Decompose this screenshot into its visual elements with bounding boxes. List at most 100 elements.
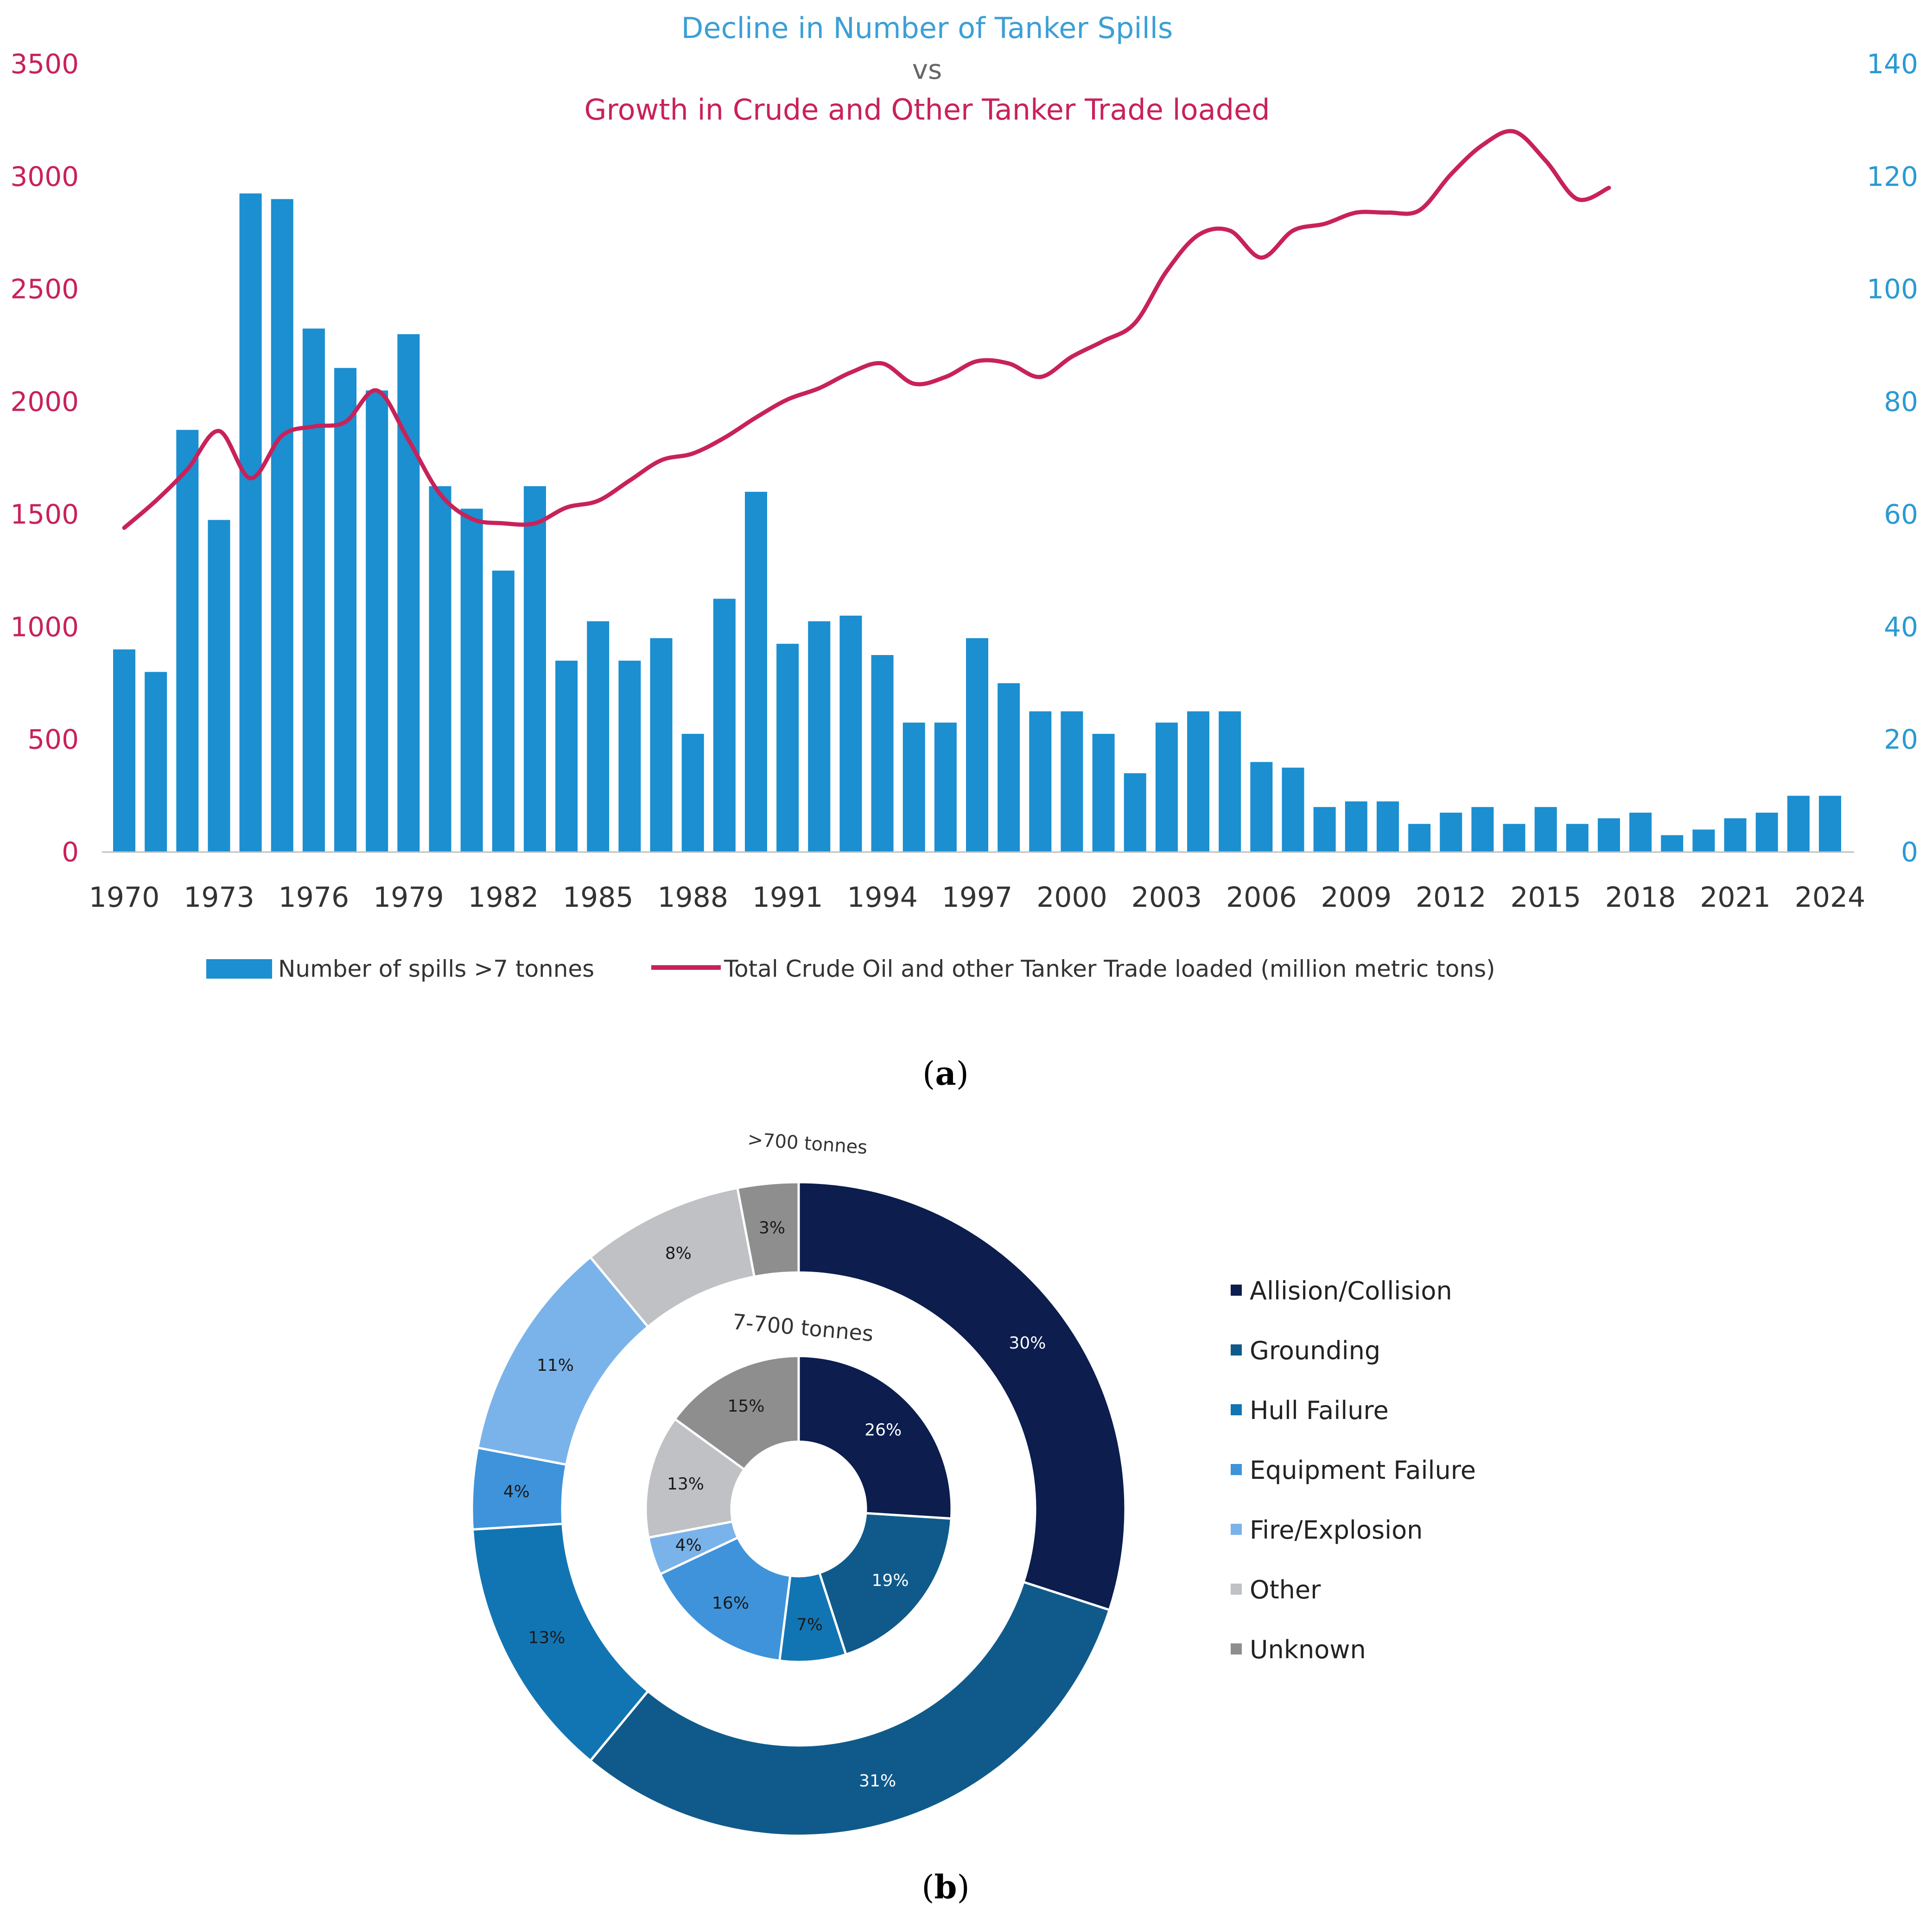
legend-swatch — [1231, 1584, 1242, 1595]
y-left-tick-label: 2000 — [10, 386, 79, 418]
bar-2010 — [1376, 801, 1399, 852]
panel-a-bar-line-chart: Decline in Number of Tanker Spills vs Gr… — [10, 11, 1918, 982]
bar-1992 — [808, 621, 831, 852]
outer-slice-allision-collision — [797, 1181, 1127, 1612]
y-left-tick-label: 500 — [27, 724, 79, 755]
legend-swatch — [1231, 1285, 1242, 1296]
x-tick-label: 2006 — [1226, 881, 1297, 914]
legend-label: Equipment Failure — [1250, 1456, 1476, 1485]
bar-2015 — [1534, 807, 1557, 852]
inner-slice-label: 13% — [667, 1475, 704, 1494]
bar-2013 — [1471, 807, 1494, 852]
inner-slice-equipment-failure — [659, 1536, 792, 1662]
x-tick-label: 2003 — [1131, 881, 1202, 914]
x-tick-label: 1973 — [184, 881, 254, 914]
bar-2006 — [1250, 762, 1273, 852]
bar-2004 — [1187, 711, 1210, 852]
bar-2012 — [1440, 813, 1462, 852]
y-right-tick-label: 120 — [1867, 161, 1918, 192]
y-right-tick-label: 0 — [1901, 836, 1918, 868]
bar-2005 — [1219, 711, 1241, 852]
bar-1991 — [776, 643, 799, 852]
outer-slice-label: 3% — [759, 1218, 785, 1237]
panel-label-a-paren-close: ) — [956, 1055, 969, 1093]
bar-2011 — [1408, 824, 1431, 852]
bar-2002 — [1124, 773, 1146, 852]
bar-2001 — [1092, 734, 1115, 852]
y-left-tick-label: 1000 — [10, 611, 79, 643]
x-tick-label: 2021 — [1700, 881, 1771, 914]
x-tick-label: 2009 — [1321, 881, 1392, 914]
y-right-tick-label: 140 — [1867, 48, 1918, 80]
legend-label-spills: Number of spills >7 tonnes — [278, 955, 594, 982]
inner-slice-label: 16% — [712, 1594, 749, 1613]
y-right-tick-label: 40 — [1884, 611, 1918, 643]
outer-slice-label: 31% — [859, 1771, 896, 1790]
chart-title-line-2: vs — [912, 54, 942, 85]
bar-2014 — [1503, 824, 1525, 852]
bar-1973 — [208, 520, 230, 852]
bar-2007 — [1282, 767, 1304, 852]
bar-1997 — [966, 638, 988, 852]
y-right-tick-label: 80 — [1884, 386, 1918, 418]
outer-slice-unknown — [736, 1181, 800, 1278]
bar-series — [113, 193, 1841, 853]
y-left-tick-label: 1500 — [10, 498, 79, 530]
x-tick-label: 1979 — [373, 881, 444, 914]
bar-2000 — [1061, 711, 1083, 852]
bar-1978 — [366, 390, 388, 852]
bar-1985 — [587, 621, 610, 852]
legend-a: Number of spills >7 tonnes Total Crude O… — [206, 955, 1495, 982]
bar-1970 — [113, 649, 135, 852]
bar-1982 — [492, 570, 515, 852]
bar-2009 — [1345, 801, 1367, 852]
bar-1987 — [650, 638, 673, 852]
bar-1984 — [555, 661, 578, 852]
bar-2017 — [1597, 818, 1620, 852]
bar-2020 — [1692, 829, 1715, 852]
outer-slice-label: 8% — [665, 1244, 692, 1263]
bar-2023 — [1787, 796, 1810, 852]
inner-slice-allision-collision — [797, 1355, 953, 1520]
bar-1995 — [902, 722, 925, 852]
legend-swatch — [1231, 1344, 1242, 1356]
y-left-tick-label: 0 — [62, 836, 79, 868]
legend-label-trade: Total Crude Oil and other Tanker Trade l… — [724, 955, 1495, 982]
panel-label-b-paren-close: ) — [957, 1868, 969, 1906]
bar-1974 — [239, 193, 262, 853]
x-tick-label: 1988 — [657, 881, 728, 914]
legend-label: Allision/Collision — [1250, 1276, 1452, 1305]
inner-slice-label: 4% — [675, 1536, 702, 1555]
inner-slice-label: 26% — [864, 1420, 902, 1439]
outer-slice-label: 13% — [528, 1629, 565, 1648]
bar-1979 — [397, 334, 420, 852]
bar-1986 — [618, 661, 641, 852]
legend-swatch — [1231, 1404, 1242, 1415]
inner-slice-unknown — [673, 1355, 800, 1471]
x-tick-label: 1991 — [752, 881, 823, 914]
bar-2022 — [1755, 813, 1778, 852]
panel-label-a: (a) — [922, 1054, 969, 1093]
legend-swatch-trade — [651, 965, 721, 970]
bar-1990 — [744, 491, 767, 852]
outer-slice-label: 4% — [503, 1482, 530, 1501]
legend-swatch — [1231, 1643, 1242, 1655]
panel-label-b-letter: b — [934, 1868, 957, 1906]
bar-2019 — [1661, 835, 1684, 852]
legend-label: Fire/Explosion — [1250, 1515, 1423, 1545]
panel-label-a-paren-open: ( — [922, 1055, 935, 1093]
panel-label-a-letter: a — [935, 1054, 956, 1093]
bar-1983 — [523, 486, 546, 852]
outer-slice-grounding — [589, 1580, 1111, 1837]
bar-2018 — [1629, 813, 1652, 852]
bar-1971 — [145, 672, 167, 852]
bar-2021 — [1724, 818, 1747, 852]
inner-slice-grounding — [818, 1512, 953, 1656]
bar-1999 — [1029, 711, 1052, 852]
inner-ring-title: 7-700 tonnes — [731, 1309, 875, 1346]
inner-slice-label: 7% — [796, 1615, 823, 1634]
outer-slice-label: 30% — [1009, 1334, 1046, 1353]
bar-2008 — [1313, 807, 1336, 852]
bar-1996 — [934, 722, 957, 852]
x-tick-label: 2000 — [1036, 881, 1107, 914]
